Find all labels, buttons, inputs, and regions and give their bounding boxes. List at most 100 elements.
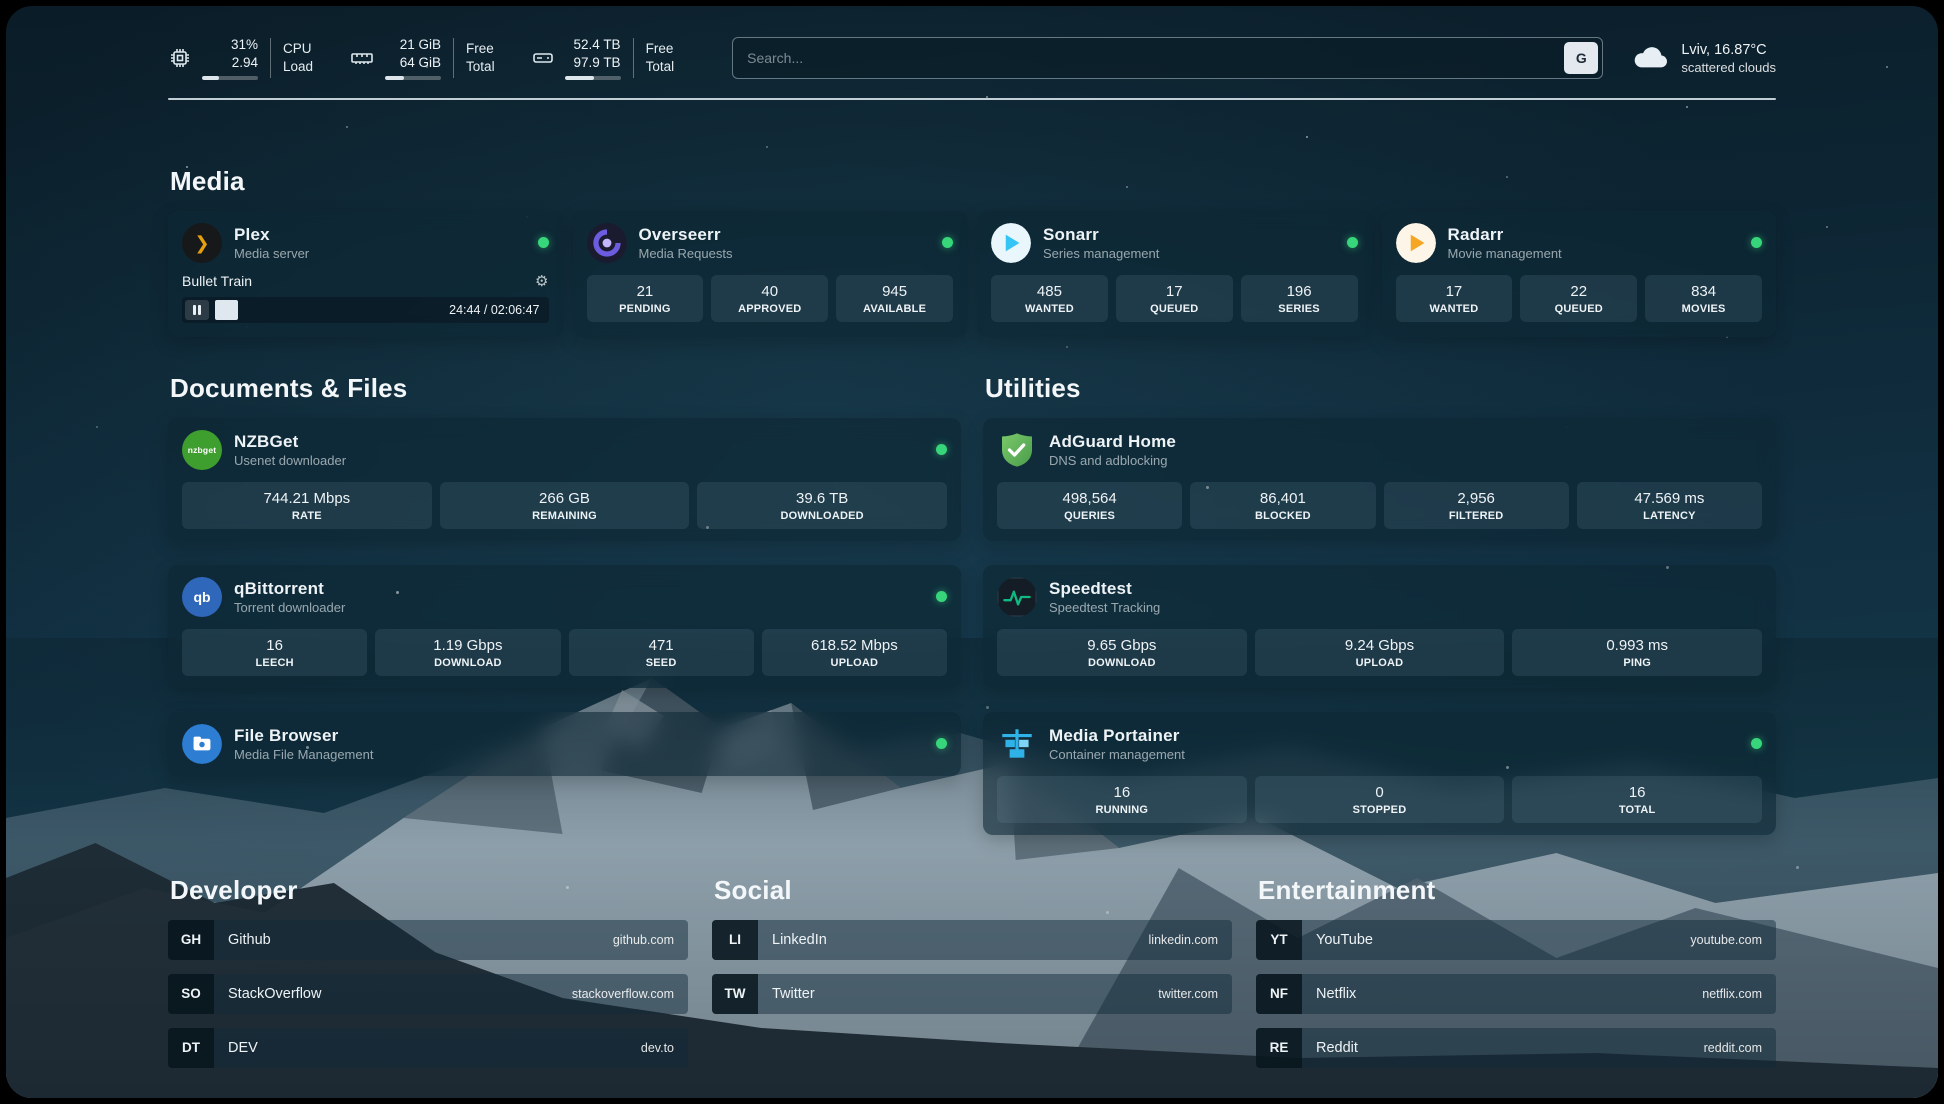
stat-tile: 618.52 Mbps UPLOAD [761, 628, 947, 676]
link-name: LinkedIn [772, 931, 827, 948]
stat-value: 17 [1165, 282, 1183, 300]
app-card-adguard[interactable]: AdGuard Home DNS and adblocking 498,564 Q… [983, 417, 1776, 541]
memory-total-value: 64 GiB [399, 55, 442, 71]
stat-value: 485 [1036, 282, 1062, 300]
stat-value: 744.21 Mbps [263, 489, 351, 507]
stats-row: 485 WANTED 17 QUEUED 196 SERIES [991, 274, 1358, 322]
link-name: Twitter [772, 985, 815, 1002]
stat-label: REMAINING [532, 509, 597, 522]
search-input[interactable] [737, 50, 1565, 67]
stats-row: 16 RUNNING 0 STOPPED 16 TOTAL [997, 775, 1762, 823]
stat-label: TOTAL [1618, 803, 1656, 816]
app-subtitle: Media server [234, 245, 310, 261]
link-youtube[interactable]: YT YouTube youtube.com [1256, 919, 1776, 960]
app-meta: Radarr Movie management [1448, 225, 1562, 261]
stat-label: QUEUED [1150, 302, 1199, 315]
link-url: twitter.com [1158, 986, 1218, 1001]
status-online-dot [537, 237, 549, 249]
status-online-dot [942, 237, 953, 249]
stat-label: AVAILABLE [863, 302, 927, 315]
app-title: Overseerr [638, 224, 721, 244]
search-engine-button[interactable]: G [1564, 42, 1599, 75]
stat-label: SEED [645, 656, 677, 669]
link-netflix[interactable]: NF Netflix netflix.com [1256, 973, 1776, 1014]
app-title: AdGuard Home [1049, 431, 1177, 451]
link-name: Github [228, 931, 271, 948]
app-title: qBittorrent [234, 578, 325, 598]
stats-row: 498,564 QUERIES 86,401 BLOCKED 2,956 FILTER… [997, 481, 1762, 529]
pause-button[interactable] [185, 299, 209, 320]
app-subtitle: Speedtest Tracking [1049, 599, 1161, 615]
status-online-dot [936, 738, 947, 750]
disk-label-top: Free [645, 41, 674, 56]
link-linkedin[interactable]: LI LinkedIn linkedin.com [712, 919, 1232, 960]
app-meta: Media Portainer Container management [1049, 726, 1185, 762]
stat-value: 0 [1375, 783, 1384, 801]
stat-label: FILTERED [1448, 509, 1504, 522]
now-playing-row: Bullet Train ⚙ [182, 272, 549, 290]
stat-tile: 1.19 Gbps DOWNLOAD [375, 628, 561, 676]
app-card-qbittorrent[interactable]: qb qBittorrent Torrent downloader 16 LEEC… [168, 564, 961, 688]
gear-icon[interactable]: ⚙ [535, 272, 549, 290]
stats-row: 21 PENDING 40 APPROVED 945 AVAILABLE [586, 274, 953, 322]
search-bar: G [732, 37, 1604, 80]
stat-value: 40 [761, 282, 779, 300]
netflix-icon: NF [1256, 973, 1302, 1014]
stat-label: UPLOAD [830, 656, 879, 669]
app-card-plex[interactable]: ❯ Plex Media server Bullet Train ⚙ [168, 210, 563, 337]
reddit-icon: RE [1256, 1027, 1302, 1068]
social-heading: Social [714, 874, 792, 905]
stat-value: 471 [648, 636, 674, 654]
stat-value: 0.993 ms [1606, 636, 1669, 654]
link-reddit[interactable]: RE Reddit reddit.com [1256, 1027, 1776, 1068]
link-github[interactable]: GH Github github.com [168, 919, 688, 960]
stat-value: 86,401 [1259, 489, 1306, 507]
app-card-nzbget[interactable]: nzbget NZBGet Usenet downloader 744.21 M… [168, 417, 961, 541]
stat-label: RATE [291, 509, 322, 522]
weather-text: Lviv, 16.87°C scattered clouds [1681, 42, 1776, 75]
stat-value: 498,564 [1062, 489, 1117, 507]
stat-label: QUERIES [1064, 509, 1116, 522]
app-title: Sonarr [1043, 224, 1099, 244]
link-url: reddit.com [1703, 1040, 1762, 1055]
cpu-usage-value: 31% [230, 37, 258, 52]
stat-label: QUEUED [1554, 302, 1603, 315]
playback-progress-bar[interactable]: 24:44 / 02:06:47 [182, 296, 549, 323]
stat-tile: 266 GB REMAINING [439, 481, 690, 529]
app-subtitle: Series management [1043, 245, 1160, 261]
twitter-icon: TW [712, 973, 758, 1014]
stat-label: SERIES [1278, 302, 1320, 315]
app-title: Plex [234, 224, 270, 244]
stat-value: 9.24 Gbps [1344, 636, 1415, 654]
app-title: Speedtest [1049, 578, 1133, 598]
link-dev-to[interactable]: DT DEV dev.to [168, 1027, 688, 1068]
stat-label: LEECH [255, 656, 294, 669]
stat-label: UPLOAD [1355, 656, 1404, 669]
nzbget-icon: nzbget [182, 429, 222, 470]
app-card-overseerr[interactable]: Overseerr Media Requests 21 PENDING 40 APP… [572, 210, 967, 337]
stat-value: 17 [1445, 282, 1463, 300]
filebrowser-icon [182, 723, 222, 764]
app-card-sonarr[interactable]: Sonarr Series management 485 WANTED 17 QUE… [977, 210, 1372, 337]
link-twitter[interactable]: TW Twitter twitter.com [712, 973, 1232, 1014]
stat-label: LATENCY [1643, 509, 1696, 522]
app-card-speedtest[interactable]: Speedtest Speedtest Tracking 9.65 Gbps DO… [983, 564, 1776, 688]
github-icon: GH [168, 919, 214, 960]
metric-divider [270, 38, 271, 79]
link-url: linkedin.com [1148, 932, 1218, 947]
link-stackoverflow[interactable]: SO StackOverflow stackoverflow.com [168, 973, 688, 1014]
qbittorrent-icon: qb [182, 576, 222, 617]
app-subtitle: Usenet downloader [234, 452, 347, 468]
link-name: YouTube [1316, 931, 1373, 948]
status-online-dot [936, 444, 947, 456]
stat-tile: 16 LEECH [182, 628, 368, 676]
app-card-portainer[interactable]: Media Portainer Container management 16 R… [983, 711, 1776, 835]
app-meta: AdGuard Home DNS and adblocking [1049, 432, 1176, 468]
adguard-shield-icon [997, 430, 1037, 470]
app-card-radarr[interactable]: Radarr Movie management 17 WANTED 22 QUEUE… [1381, 210, 1776, 337]
stat-label: PING [1623, 656, 1652, 669]
stat-label: PENDING [619, 302, 671, 315]
app-card-filebrowser[interactable]: File Browser Media File Management [168, 711, 961, 776]
stat-tile: 16 RUNNING [997, 775, 1247, 823]
stat-label: APPROVED [738, 302, 802, 315]
